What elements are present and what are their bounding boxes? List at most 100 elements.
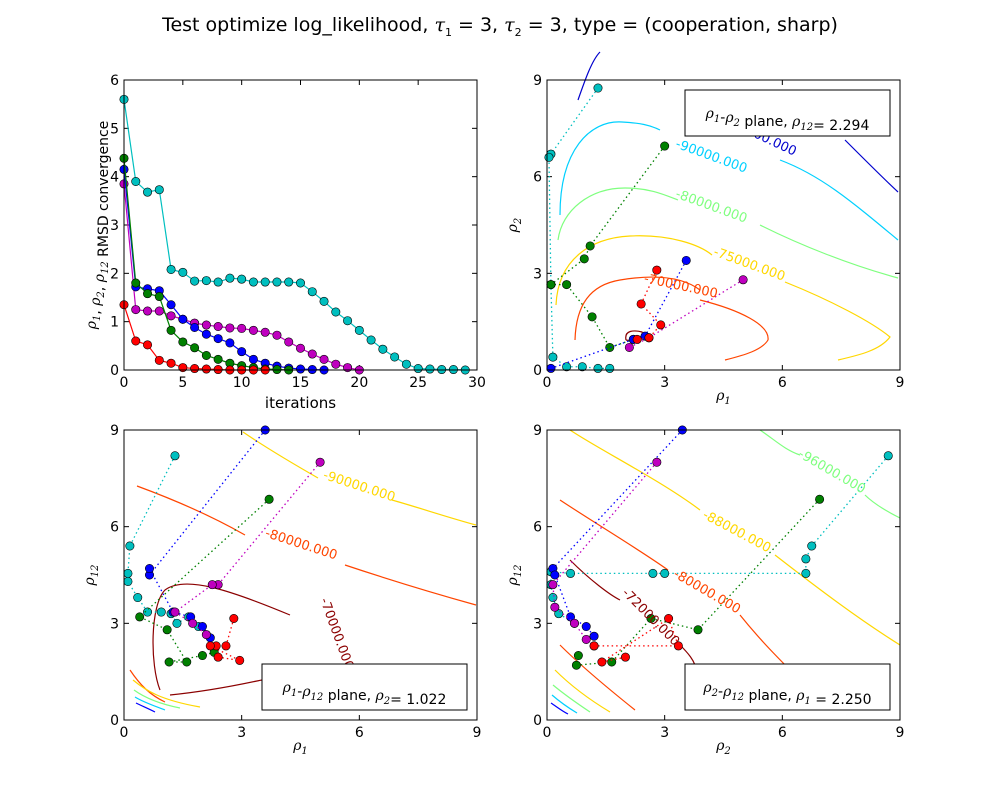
y-tick-label: 3 xyxy=(110,616,119,632)
path-point xyxy=(656,320,666,330)
path-point xyxy=(597,657,607,667)
path-point xyxy=(589,641,599,651)
path-point xyxy=(652,457,662,467)
series-point xyxy=(190,322,200,332)
path-point xyxy=(170,607,180,617)
path-point xyxy=(652,265,662,275)
path-line-1 xyxy=(549,145,666,349)
series-line-2 xyxy=(123,169,325,371)
panel-bottom-right: 0 3 6 9 0 3 6 9 ρ2 ρ12 -96000.000 -88000.000 -80000.… xyxy=(505,423,904,757)
axes-frame xyxy=(123,429,478,721)
series-point xyxy=(237,347,247,357)
series-point xyxy=(131,278,141,288)
x-tick-label: 0 xyxy=(120,375,129,391)
x-tick-label: 0 xyxy=(120,725,129,741)
y-tick-label: 6 xyxy=(110,73,119,89)
path-point xyxy=(550,570,560,580)
series-point xyxy=(307,287,317,297)
series-point xyxy=(401,359,411,369)
x-tick-label: 5 xyxy=(178,375,187,391)
series-point xyxy=(166,300,176,310)
y-tick-label: 6 xyxy=(110,520,119,536)
contour-label: -90000.000 xyxy=(673,137,749,177)
path-point xyxy=(144,564,154,574)
x-tick-label: 3 xyxy=(660,725,669,741)
series-point xyxy=(154,292,164,302)
path-point xyxy=(182,657,192,667)
axes-frame xyxy=(546,429,901,721)
path-point xyxy=(738,275,748,285)
series-point xyxy=(343,363,353,373)
series-point xyxy=(143,187,153,197)
legend-text: ρ2-ρ12 plane, ρ1 = 2.250 xyxy=(702,680,871,708)
series-point xyxy=(131,305,141,315)
series-point xyxy=(201,350,211,360)
path-point xyxy=(205,641,215,651)
path-point xyxy=(197,651,207,661)
path-point xyxy=(164,657,174,667)
x-axis-label: ρ2 xyxy=(715,738,731,757)
path-point xyxy=(143,607,153,617)
y-axis-label: ρ2 xyxy=(505,218,524,234)
path-point xyxy=(550,602,560,612)
series-point xyxy=(131,177,141,187)
path-point xyxy=(581,634,591,644)
x-tick-label: 6 xyxy=(778,375,787,391)
y-tick-label: 0 xyxy=(110,363,119,379)
path-point xyxy=(123,568,133,578)
series-point xyxy=(213,277,223,287)
path-point xyxy=(264,494,274,504)
panel-bottom-left: 0 3 6 9 0 3 6 9 ρ1 ρ12 -90000.000 -80000.000 -70000.… xyxy=(82,423,481,757)
x-tick-label: 25 xyxy=(409,375,427,391)
y-tick-label: 3 xyxy=(533,616,542,632)
series-point xyxy=(272,330,282,340)
contour-label: -88000.000 xyxy=(700,508,773,556)
path-point xyxy=(162,625,172,635)
y-tick-label: 0 xyxy=(110,713,119,729)
series-point xyxy=(213,321,223,331)
title-text: Test optimize log_likelihood, xyxy=(162,14,435,36)
y-tick-label: 6 xyxy=(533,170,542,186)
series-point xyxy=(213,354,223,364)
legend-text: ρ1-ρ2 plane, ρ12= 2.294 xyxy=(705,106,870,134)
series-point xyxy=(166,264,176,274)
series-point xyxy=(143,340,153,350)
axes-frame xyxy=(546,79,901,371)
y-tick-label: 0 xyxy=(533,713,542,729)
path-point xyxy=(188,618,198,628)
series-point xyxy=(260,327,270,337)
title-tau1-sub: 1 xyxy=(444,25,452,39)
series-point xyxy=(237,323,247,333)
contours-bottom-left xyxy=(129,431,477,713)
series-point xyxy=(178,314,188,324)
y-tick-label: 3 xyxy=(110,218,119,234)
contour-label: -96000.000 xyxy=(796,447,868,497)
path-point xyxy=(605,363,615,373)
series-point xyxy=(413,364,423,374)
title-tau2-value: = 3, type = (cooperation, sharp) xyxy=(521,14,838,36)
series-point xyxy=(248,277,258,287)
path-line-2 xyxy=(575,498,821,666)
series-point xyxy=(154,355,164,365)
series-point xyxy=(201,329,211,339)
x-tick-label: 0 xyxy=(543,725,552,741)
series-point xyxy=(272,277,282,287)
path-point xyxy=(133,593,143,603)
x-tick-label: 0 xyxy=(543,375,552,391)
path-point xyxy=(201,630,211,640)
y-tick-label: 6 xyxy=(533,520,542,536)
path-point xyxy=(673,641,683,651)
series-point xyxy=(295,364,305,374)
path-point xyxy=(632,334,642,344)
series-point xyxy=(307,349,317,359)
path-point xyxy=(546,280,556,290)
path-point xyxy=(660,141,670,151)
path-point xyxy=(693,625,703,635)
path-point xyxy=(544,152,554,162)
path-point xyxy=(135,612,145,622)
path-point xyxy=(648,568,658,578)
series-point xyxy=(201,276,211,286)
path-point xyxy=(801,568,811,578)
contour-label: -70000.000 xyxy=(316,596,356,672)
axes-frame xyxy=(123,79,478,371)
